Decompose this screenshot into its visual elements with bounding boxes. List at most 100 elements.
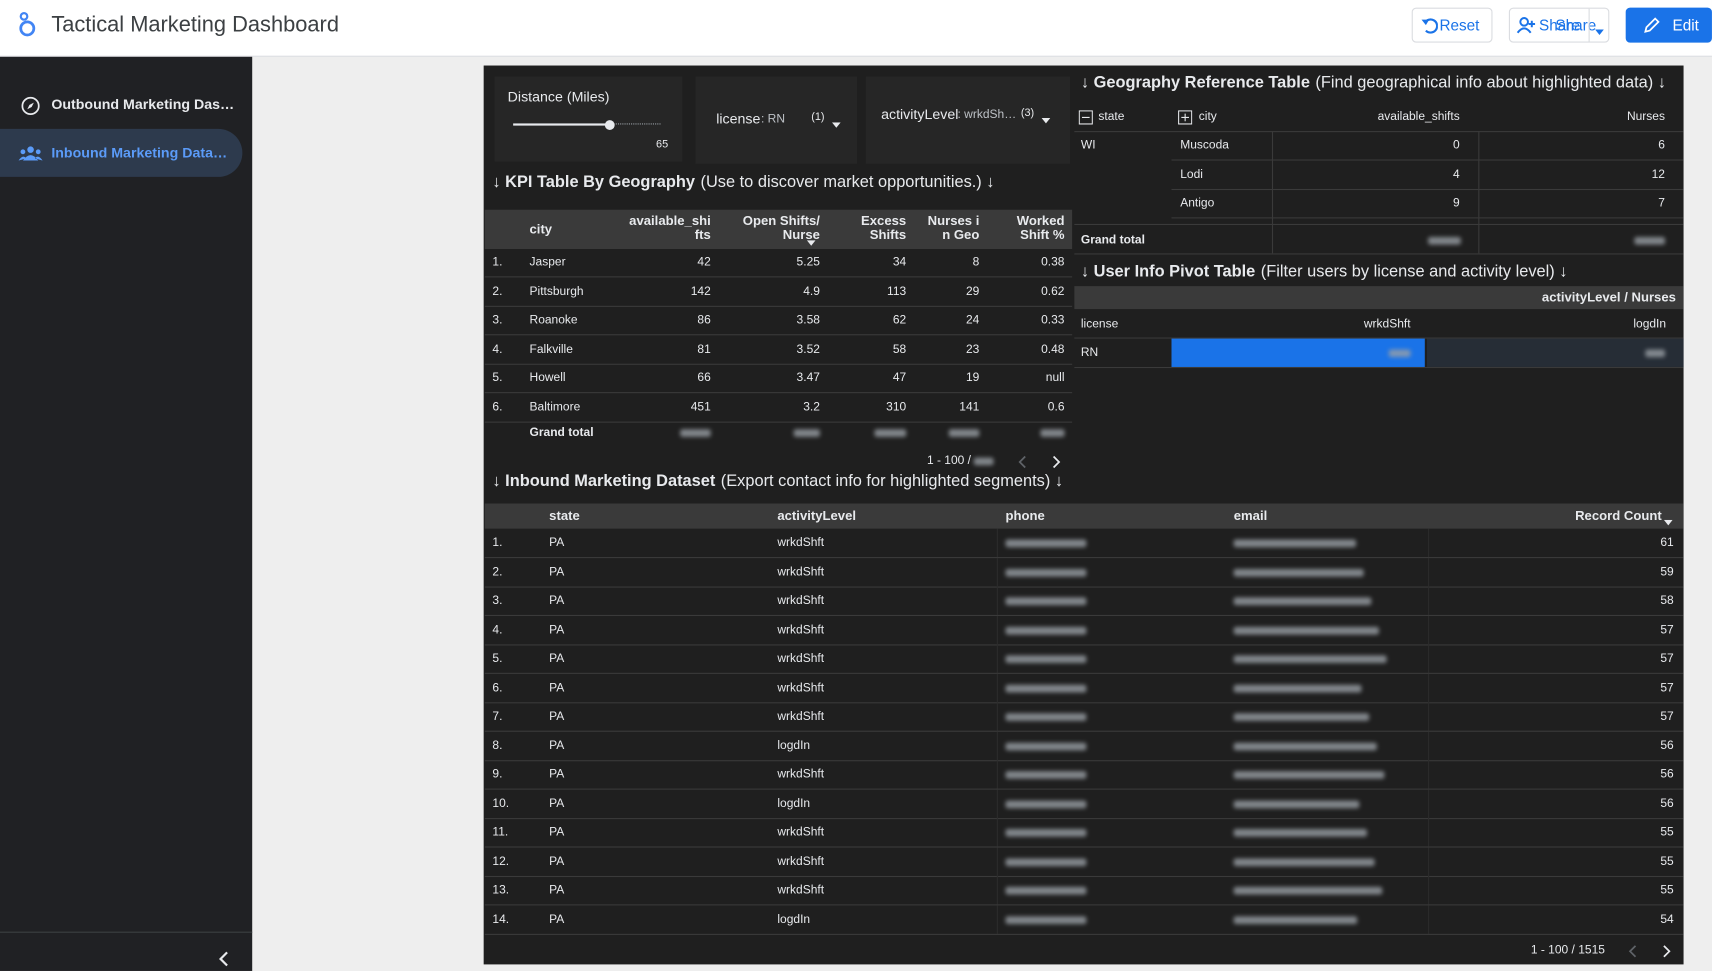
- table-cell: wrkdShft: [777, 652, 825, 666]
- cell-bg: [996, 818, 1430, 847]
- table-cell: 0.48: [1041, 342, 1065, 356]
- sidebar: [0, 56, 253, 971]
- column-header[interactable]: phone: [1005, 507, 1045, 524]
- column-header[interactable]: Open Shifts/ Nurse: [742, 212, 820, 243]
- reset-icon: [1420, 16, 1439, 34]
- table-cell: 29: [965, 284, 980, 298]
- table-cell: wrkdShft: [777, 825, 825, 839]
- table-cell: wrkdShft: [777, 594, 825, 608]
- slider-control[interactable]: [494, 76, 683, 162]
- page-next[interactable]: [1662, 944, 1673, 958]
- table-cell: wrkdShft: [777, 767, 825, 781]
- column-header[interactable]: Record Count: [1575, 507, 1662, 524]
- redacted-value: [1428, 237, 1461, 245]
- table-cell: logdIn: [777, 738, 811, 752]
- collapse-icon[interactable]: [1078, 110, 1093, 125]
- row-divider: [484, 392, 1073, 394]
- page-link[interactable]: Outbound Marketing Das…: [51, 96, 235, 113]
- row-divider: [484, 421, 1073, 423]
- table-cell: null: [1045, 371, 1065, 385]
- table-cell: 34: [892, 255, 907, 269]
- table-cell: 3.2: [803, 400, 820, 414]
- redacted-value: [1233, 597, 1372, 606]
- title-note: (Export contact info for highlighted seg…: [720, 471, 1064, 491]
- table-cell: 59: [1660, 565, 1674, 579]
- cell-bg: [996, 644, 1430, 673]
- table-cell: 3.47: [796, 371, 820, 385]
- column-header[interactable]: email: [1233, 507, 1268, 524]
- table-cell: Roanoke: [529, 313, 578, 327]
- page-prev[interactable]: [1016, 454, 1027, 469]
- page-prev[interactable]: [1627, 944, 1638, 958]
- filter-label: activityLevel: [881, 105, 959, 123]
- row-number: 3.: [492, 594, 503, 608]
- page-icon: [18, 145, 43, 161]
- redacted-value: [1005, 626, 1087, 635]
- table-cell: 310: [886, 400, 907, 414]
- edit-button[interactable]: [1625, 7, 1712, 43]
- column-header[interactable]: state: [549, 507, 580, 524]
- reset-button[interactable]: [1411, 7, 1493, 43]
- row-divider: [484, 672, 1684, 674]
- row-divider: [484, 730, 1684, 732]
- table-cell: PA: [549, 565, 565, 579]
- row-divider: [484, 334, 1073, 336]
- table-cell: Falkville: [529, 342, 573, 356]
- redacted-value: [1233, 742, 1377, 750]
- redacted-value: [1005, 771, 1087, 779]
- column-header[interactable]: city: [1198, 110, 1217, 124]
- table-cell: 3.52: [796, 342, 820, 356]
- table-cell: 3.58: [796, 313, 820, 327]
- grid-line: [1271, 131, 1274, 254]
- title-bold: ↓ Inbound Marketing Dataset: [492, 471, 716, 491]
- table-header: [1074, 286, 1684, 310]
- row-number: 7.: [492, 709, 503, 724]
- table-cell: 0.38: [1041, 255, 1065, 269]
- column-header: city: [529, 221, 553, 238]
- cell-bg: [996, 731, 1430, 760]
- filter-count: (3): [1020, 107, 1035, 120]
- license-filter[interactable]: [695, 76, 858, 164]
- table-cell: 56: [1660, 796, 1674, 810]
- table-cell: 81: [697, 342, 711, 356]
- redacted-value: [1233, 800, 1360, 808]
- table-cell: 7: [1658, 196, 1665, 210]
- collapse-button[interactable]: [216, 950, 231, 967]
- row-divider: [484, 643, 1684, 645]
- row-divider: [484, 701, 1684, 703]
- page-link[interactable]: Inbound Marketing Data…: [51, 144, 228, 161]
- row-divider: [1171, 159, 1684, 161]
- column-header[interactable]: activityLevel: [777, 507, 857, 524]
- reset-button-label: Reset: [1439, 16, 1480, 34]
- page-next[interactable]: [1051, 454, 1062, 469]
- column-header: Nurses: [1626, 110, 1665, 124]
- row-divider: [484, 305, 1073, 307]
- column-header[interactable]: Excess Shifts: [861, 212, 907, 243]
- redacted-value: [1233, 915, 1358, 924]
- column-header[interactable]: Worked Shift %: [1016, 212, 1065, 243]
- redacted-value: [1634, 237, 1665, 245]
- column-header[interactable]: available_shifts: [629, 212, 711, 243]
- table-cell: 141: [959, 400, 980, 414]
- table-cell: 55: [1660, 825, 1674, 839]
- table-cell: 61: [1660, 536, 1674, 550]
- activity-filter[interactable]: [865, 76, 1070, 164]
- share-menu[interactable]: [1595, 22, 1604, 35]
- cell-bg: [996, 615, 1430, 644]
- table-cell: 23: [965, 342, 980, 356]
- row-divider: [1074, 131, 1684, 133]
- table-cell: 57: [1660, 709, 1674, 724]
- column-header[interactable]: Nurses in Geo: [927, 212, 980, 243]
- table-cell: 12: [1651, 167, 1665, 181]
- column-header[interactable]: state: [1098, 110, 1125, 124]
- filter-count: (1): [811, 111, 825, 124]
- row-divider: [1171, 217, 1684, 219]
- table-cell: 58: [892, 342, 907, 356]
- redacted-value: [1233, 857, 1375, 866]
- table-cell: wrkdShft: [777, 709, 825, 724]
- title-bold: ↓ Geography Reference Table: [1080, 73, 1310, 92]
- table-cell: 56: [1660, 738, 1674, 752]
- expand-icon[interactable]: [1178, 110, 1193, 125]
- divider: [0, 931, 253, 933]
